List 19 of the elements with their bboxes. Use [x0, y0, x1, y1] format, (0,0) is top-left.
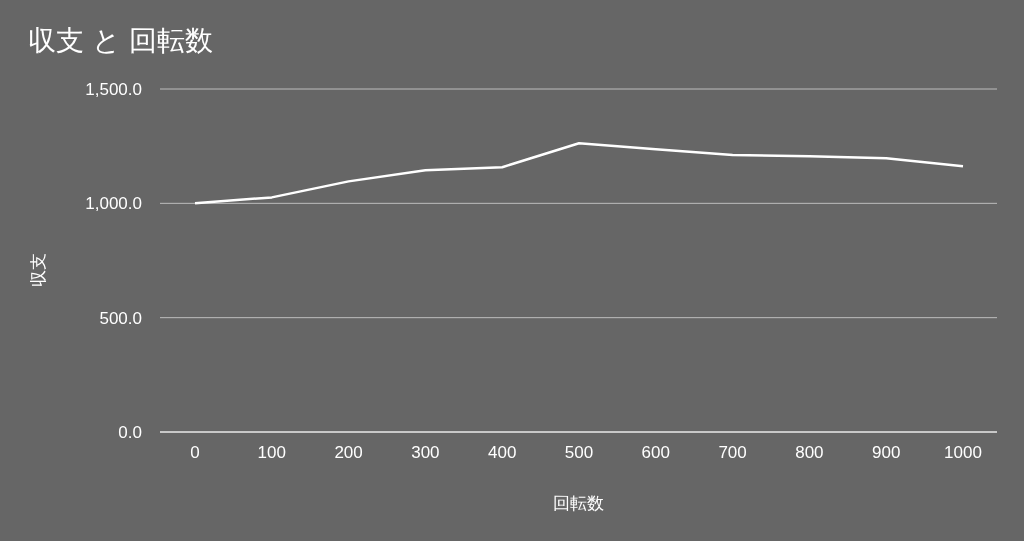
- x-tick-label: 100: [257, 443, 286, 463]
- y-tick-label: 0.0: [118, 423, 142, 443]
- x-tick-label: 500: [564, 443, 594, 463]
- x-tick-label: 900: [872, 443, 901, 463]
- x-tick-label: 200: [334, 443, 363, 463]
- line-series: [193, 141, 965, 205]
- x-tick-label: 600: [641, 443, 670, 463]
- x-tick-label: 800: [795, 443, 824, 463]
- y-tick-label: 1,000.0: [85, 194, 142, 214]
- chart-title: 収支 と 回転数: [28, 24, 213, 58]
- y-tick-label: 1,500.0: [85, 80, 142, 100]
- x-tick-label: 300: [411, 443, 440, 463]
- x-tick-label: 700: [718, 443, 747, 463]
- y-tick-label: 500.0: [99, 308, 142, 328]
- x-tick-label: 1000: [944, 443, 982, 463]
- x-tick-label: 0: [190, 443, 200, 463]
- y-axis-title: 収支: [27, 253, 49, 287]
- x-axis-title: 回転数: [552, 492, 604, 515]
- x-tick-label: 400: [488, 443, 517, 463]
